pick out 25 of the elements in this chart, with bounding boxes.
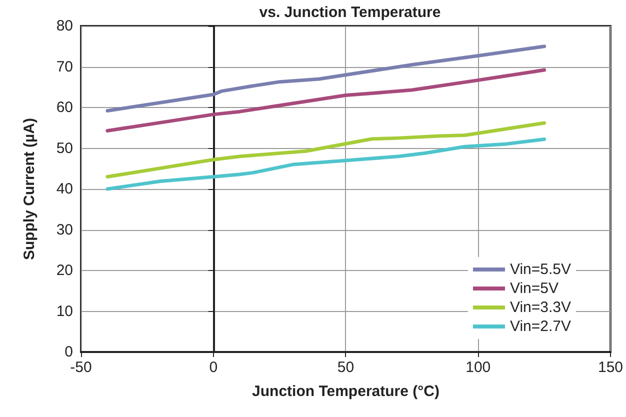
line-series (106, 138, 546, 191)
x-axis-title: Junction Temperature (°C) (252, 383, 440, 400)
y-axis-title: Supply Current (µA) (21, 118, 38, 260)
y-tick-label: 60 (56, 99, 73, 116)
legend-label: Vin=5.5V (510, 261, 572, 278)
y-tick-label: 70 (56, 58, 73, 76)
y-tick-label: 30 (56, 221, 73, 238)
y-tick-label: 50 (56, 140, 73, 157)
line-series (106, 44, 546, 113)
line-series (106, 121, 546, 179)
y-tick-label: 40 (56, 180, 73, 198)
chart-title: vs. Junction Temperature (259, 4, 441, 21)
legend-label: Vin=3.3V (510, 299, 572, 316)
legend-label: Vin=5V (510, 280, 558, 297)
y-tick-label: 0 (64, 344, 73, 360)
y-tick-label: 10 (56, 302, 73, 320)
line-series (106, 68, 546, 132)
x-tick-label: 0 (209, 359, 218, 376)
y-tick-label: 80 (56, 18, 73, 34)
legend-label: Vin=2.7V (510, 318, 572, 335)
x-tick-label: 50 (337, 359, 354, 376)
x-tick-label: 100 (466, 359, 491, 376)
x-tick-label: 150 (598, 359, 623, 376)
x-tick-label: -50 (70, 359, 92, 376)
y-tick-label: 20 (56, 262, 73, 279)
